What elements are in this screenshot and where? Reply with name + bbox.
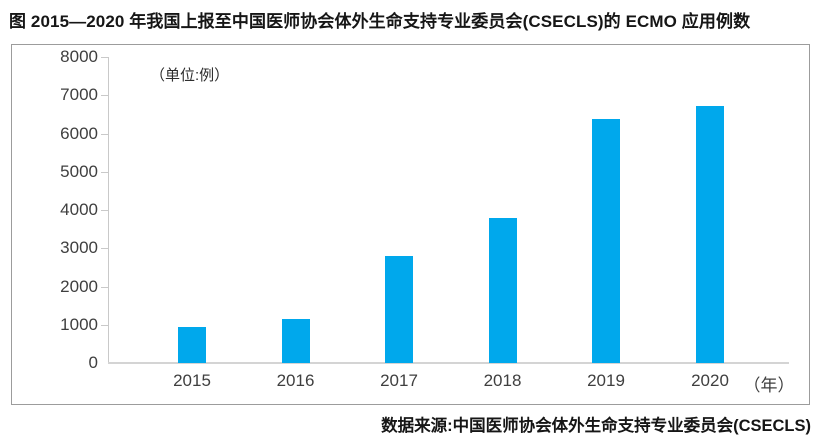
y-tick-label: 8000 — [60, 47, 98, 66]
x-tick-label-2018: 2018 — [483, 371, 522, 390]
y-tick-label: 2000 — [60, 276, 98, 296]
chart-title: 图 2015—2020 年我国上报至中国医师协会体外生命支持专业委员会(CSEC… — [9, 12, 751, 31]
y-tick-label: 4000 — [60, 200, 98, 219]
x-tick-label-2015: 2015 — [173, 371, 211, 390]
x-tick-label-2016: 2016 — [276, 371, 315, 390]
y-axis-line — [108, 57, 109, 363]
y-tick-mark — [101, 57, 108, 58]
y-tick-mark — [101, 210, 108, 211]
bar-2019 — [592, 118, 620, 363]
x-axis-line — [108, 362, 789, 364]
bar-2015 — [178, 326, 206, 363]
y-tick-mark — [101, 248, 108, 250]
y-tick-mark — [101, 171, 108, 173]
bar-2018 — [488, 217, 517, 363]
y-tick-mark — [101, 286, 108, 288]
y-tick-label: 3000 — [60, 238, 98, 258]
y-tick-mark — [101, 95, 108, 97]
data-source: 数据来源:中国医师协会体外生命支持专业委员会(CSECLS) — [381, 417, 811, 435]
y-tick-label: 5000 — [60, 161, 98, 181]
chart-plot-container: （单位:例） 0 1000 2000 3000 4000 5000 6000 7000 8000… — [11, 44, 810, 405]
x-tick-label-2019: 2019 — [587, 371, 625, 390]
x-unit-label: （年） — [743, 376, 795, 395]
x-tick-label-2017: 2017 — [380, 371, 418, 390]
y-tick-mark — [101, 324, 108, 326]
y-tick-label: 6000 — [60, 123, 98, 143]
bar-2016 — [281, 319, 310, 363]
y-tick-label: 7000 — [60, 85, 98, 105]
y-unit-label: （单位:例） — [150, 67, 230, 84]
y-tick-label: 1000 — [60, 314, 98, 334]
y-tick-mark — [101, 133, 108, 135]
bar-2017 — [385, 255, 413, 363]
x-tick-label-2020: 2020 — [691, 371, 729, 390]
y-tick-label: 0 — [88, 353, 98, 372]
bar-2020 — [696, 105, 724, 363]
